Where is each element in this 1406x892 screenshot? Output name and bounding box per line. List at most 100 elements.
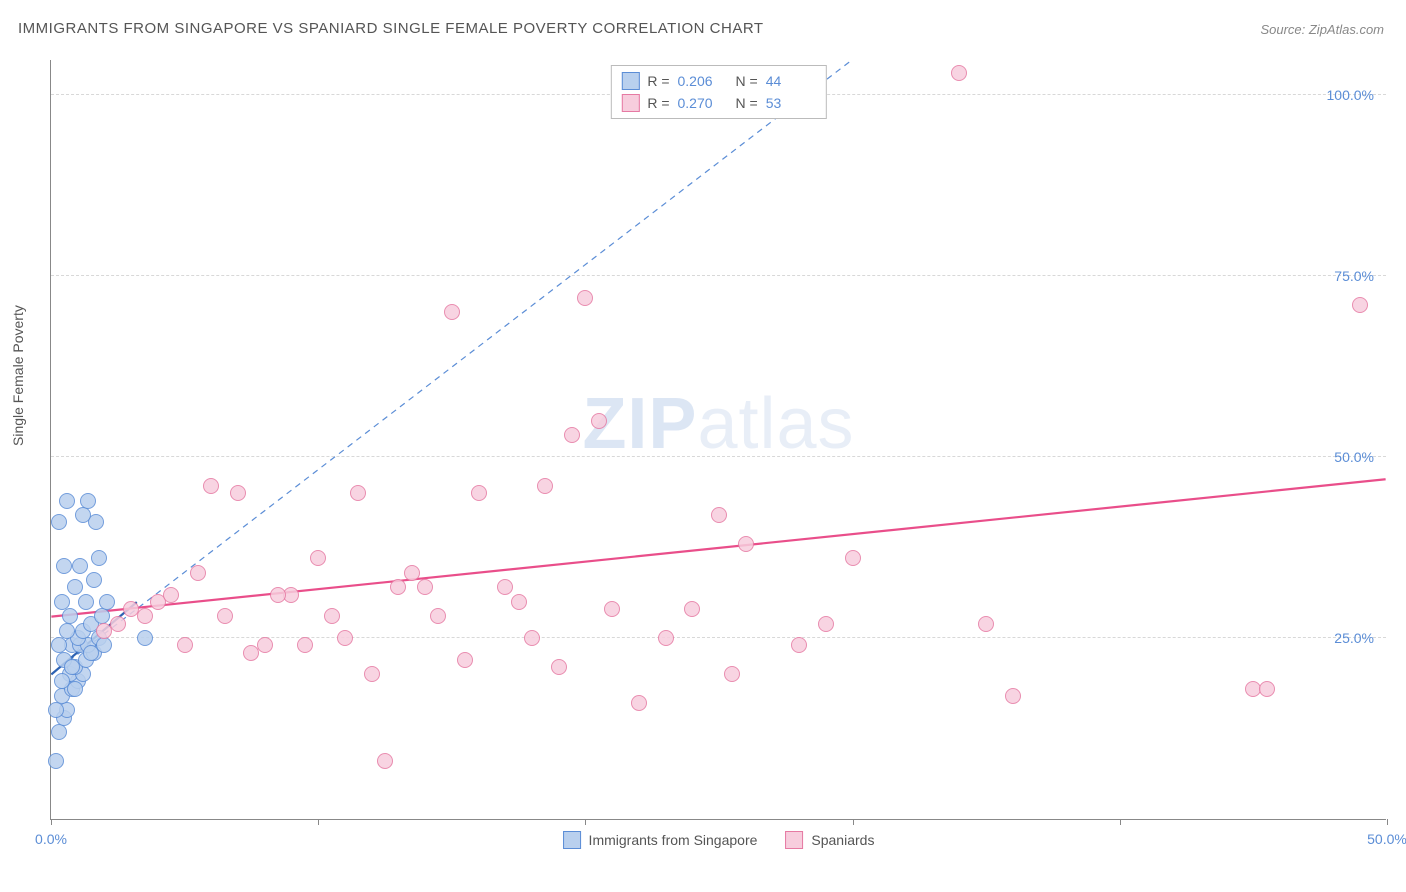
data-point bbox=[51, 637, 67, 653]
data-point bbox=[230, 485, 246, 501]
legend-row-series-1: R = 0.270 N = 53 bbox=[621, 92, 815, 114]
data-point bbox=[724, 666, 740, 682]
x-tick bbox=[51, 819, 52, 825]
data-point bbox=[471, 485, 487, 501]
data-point bbox=[430, 608, 446, 624]
x-tick-label: 0.0% bbox=[35, 831, 67, 847]
gridline bbox=[51, 637, 1386, 638]
data-point bbox=[337, 630, 353, 646]
data-point bbox=[75, 507, 91, 523]
data-point bbox=[511, 594, 527, 610]
data-point bbox=[54, 594, 70, 610]
data-point bbox=[190, 565, 206, 581]
data-point bbox=[80, 493, 96, 509]
data-point bbox=[137, 608, 153, 624]
data-point bbox=[91, 550, 107, 566]
plot-area: ZIPatlas 25.0%50.0%75.0%100.0% 0.0%50.0%… bbox=[50, 60, 1386, 820]
data-point bbox=[163, 587, 179, 603]
y-tick-label: 25.0% bbox=[1334, 630, 1374, 646]
data-point bbox=[310, 550, 326, 566]
legend-row-series-0: R = 0.206 N = 44 bbox=[621, 70, 815, 92]
data-point bbox=[51, 514, 67, 530]
data-point bbox=[444, 304, 460, 320]
data-point bbox=[86, 572, 102, 588]
data-point bbox=[67, 579, 83, 595]
data-point bbox=[72, 558, 88, 574]
data-point bbox=[417, 579, 433, 595]
data-point bbox=[604, 601, 620, 617]
correlation-legend: R = 0.206 N = 44 R = 0.270 N = 53 bbox=[610, 65, 826, 119]
data-point bbox=[551, 659, 567, 675]
data-point bbox=[631, 695, 647, 711]
data-point bbox=[658, 630, 674, 646]
data-point bbox=[48, 753, 64, 769]
data-point bbox=[1005, 688, 1021, 704]
data-point bbox=[137, 630, 153, 646]
legend-item-0: Immigrants from Singapore bbox=[563, 831, 758, 849]
data-point bbox=[818, 616, 834, 632]
gridline bbox=[51, 456, 1386, 457]
x-tick bbox=[853, 819, 854, 825]
data-point bbox=[524, 630, 540, 646]
data-point bbox=[951, 65, 967, 81]
data-point bbox=[99, 594, 115, 610]
y-tick-label: 75.0% bbox=[1334, 268, 1374, 284]
data-point bbox=[62, 608, 78, 624]
y-axis-label: Single Female Poverty bbox=[10, 305, 26, 446]
chart-title: IMMIGRANTS FROM SINGAPORE VS SPANIARD SI… bbox=[18, 20, 764, 37]
x-tick bbox=[1120, 819, 1121, 825]
x-tick bbox=[585, 819, 586, 825]
data-point bbox=[684, 601, 700, 617]
gridline bbox=[51, 275, 1386, 276]
data-point bbox=[59, 493, 75, 509]
legend-item-1: Spaniards bbox=[785, 831, 874, 849]
data-point bbox=[791, 637, 807, 653]
data-point bbox=[537, 478, 553, 494]
data-point bbox=[457, 652, 473, 668]
swatch-series-0 bbox=[621, 72, 639, 90]
data-point bbox=[94, 608, 110, 624]
data-point bbox=[738, 536, 754, 552]
swatch-series-0 bbox=[563, 831, 581, 849]
data-point bbox=[177, 637, 193, 653]
data-point bbox=[350, 485, 366, 501]
data-point bbox=[364, 666, 380, 682]
trend-lines bbox=[51, 60, 1386, 819]
series-legend: Immigrants from Singapore Spaniards bbox=[563, 831, 875, 849]
data-point bbox=[845, 550, 861, 566]
swatch-series-1 bbox=[621, 94, 639, 112]
data-point bbox=[591, 413, 607, 429]
data-point bbox=[404, 565, 420, 581]
data-point bbox=[1259, 681, 1275, 697]
data-point bbox=[577, 290, 593, 306]
x-tick bbox=[1387, 819, 1388, 825]
y-tick-label: 100.0% bbox=[1327, 87, 1374, 103]
data-point bbox=[297, 637, 313, 653]
data-point bbox=[59, 623, 75, 639]
x-tick-label: 50.0% bbox=[1367, 831, 1406, 847]
watermark: ZIPatlas bbox=[582, 383, 854, 465]
data-point bbox=[377, 753, 393, 769]
data-point bbox=[110, 616, 126, 632]
data-point bbox=[67, 681, 83, 697]
data-point bbox=[203, 478, 219, 494]
data-point bbox=[257, 637, 273, 653]
data-point bbox=[96, 637, 112, 653]
data-point bbox=[270, 587, 286, 603]
data-point bbox=[497, 579, 513, 595]
data-point bbox=[390, 579, 406, 595]
data-point bbox=[64, 659, 80, 675]
data-point bbox=[711, 507, 727, 523]
data-point bbox=[1352, 297, 1368, 313]
data-point bbox=[324, 608, 340, 624]
y-tick-label: 50.0% bbox=[1334, 449, 1374, 465]
x-tick bbox=[318, 819, 319, 825]
data-point bbox=[48, 702, 64, 718]
data-point bbox=[978, 616, 994, 632]
data-point bbox=[51, 724, 67, 740]
data-point bbox=[56, 558, 72, 574]
data-point bbox=[217, 608, 233, 624]
data-point bbox=[564, 427, 580, 443]
data-point bbox=[78, 594, 94, 610]
swatch-series-1 bbox=[785, 831, 803, 849]
